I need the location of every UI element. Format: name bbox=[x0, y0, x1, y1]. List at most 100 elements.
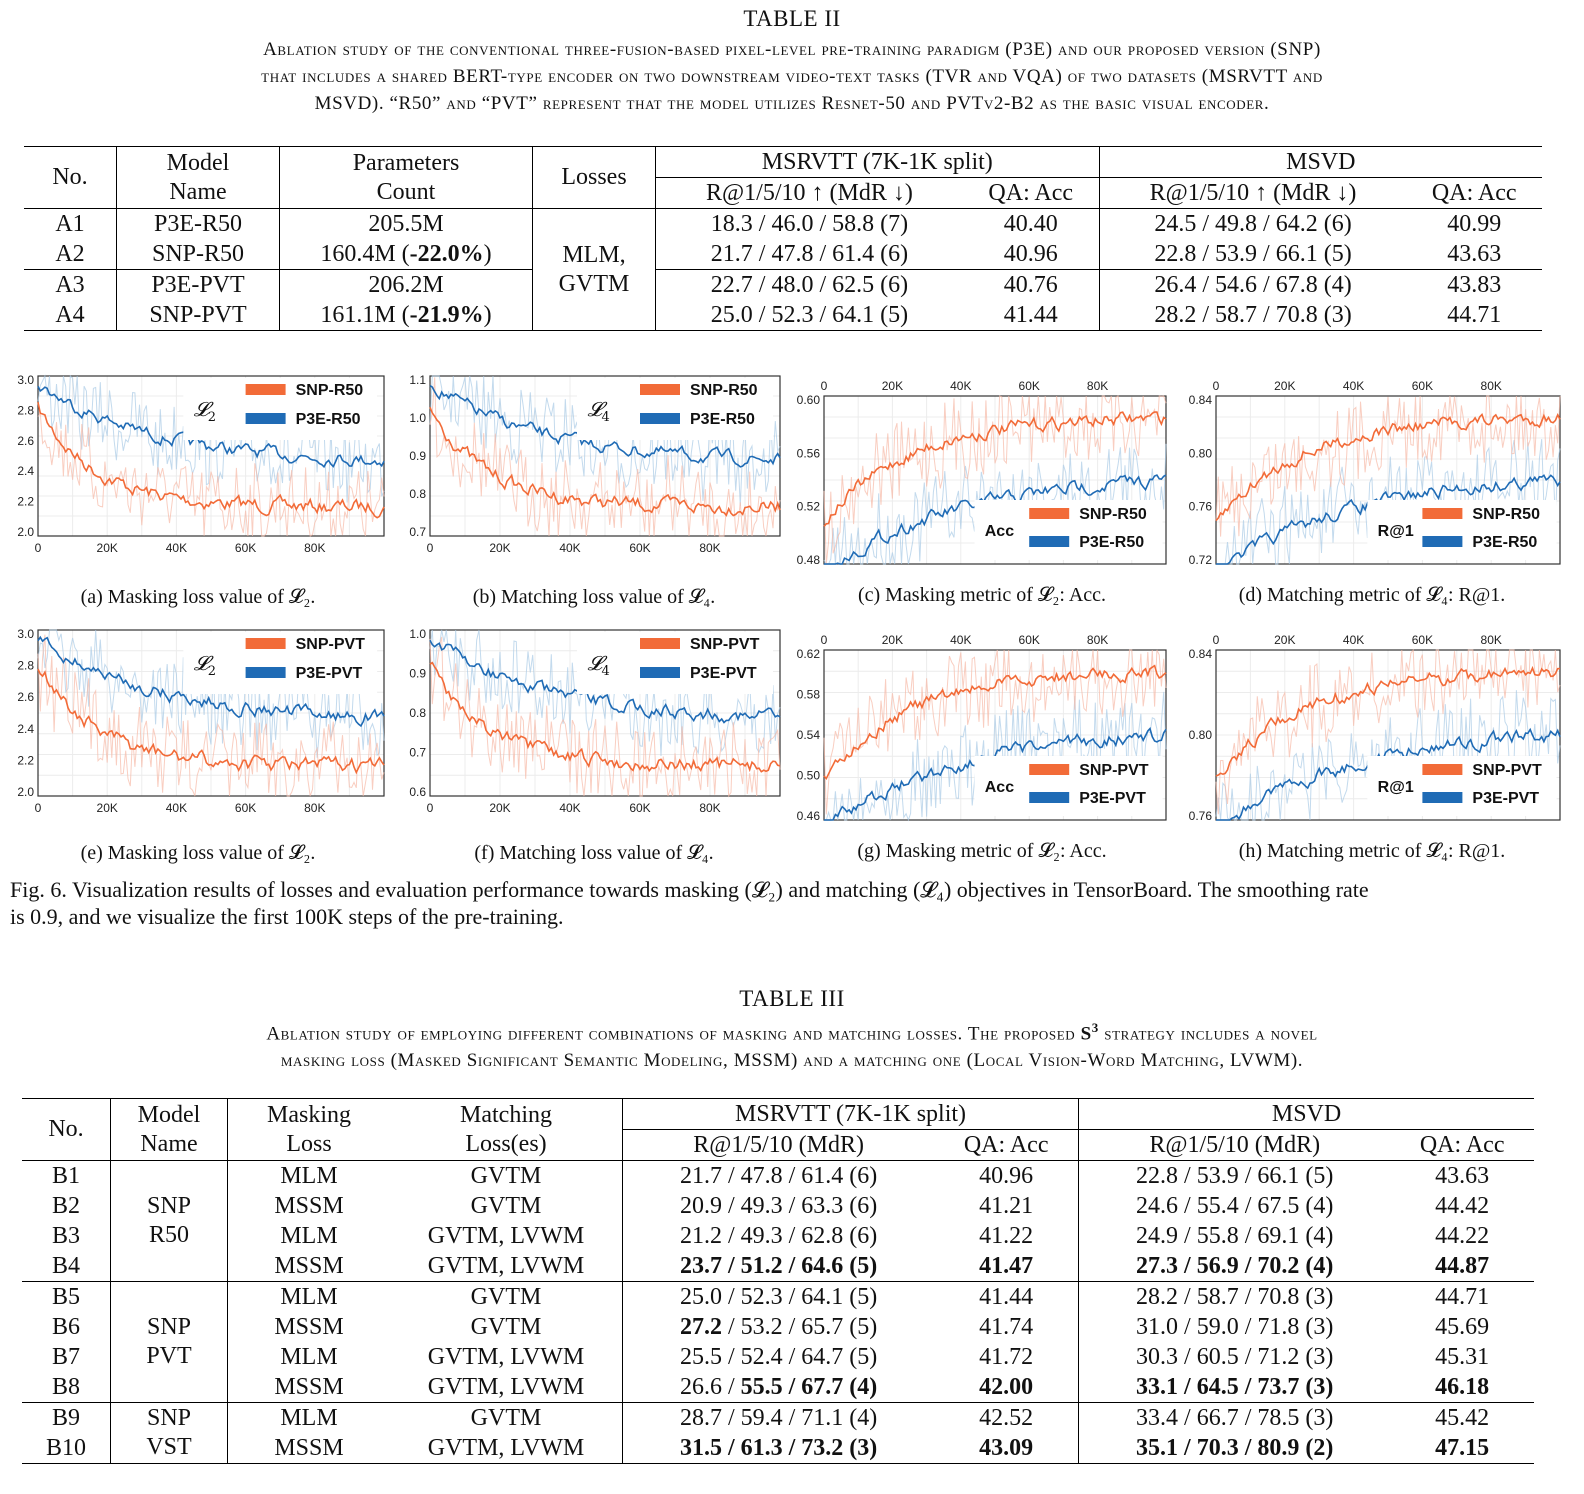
metric-label: R@1 bbox=[1378, 779, 1414, 796]
y-tick-label: 0.48 bbox=[797, 553, 821, 567]
legend-label: SNP-R50 bbox=[1472, 506, 1540, 523]
x-tick-label: 60K bbox=[629, 541, 650, 555]
snp-smoothed-series bbox=[823, 664, 1167, 781]
legend-label: P3E-R50 bbox=[296, 411, 361, 428]
header-msvd: MSVD bbox=[1078, 1098, 1534, 1130]
y-tick-label: 3.0 bbox=[17, 373, 34, 387]
snp-raw-series bbox=[1215, 395, 1561, 537]
p3e-smoothed-series bbox=[824, 474, 1167, 565]
x-tick-label: 40K bbox=[559, 801, 580, 815]
subcaption-f: (f) Matching loss value of 𝓛₄. bbox=[474, 842, 714, 864]
x-tick-label: 60K bbox=[629, 801, 650, 815]
metric-label: R@1 bbox=[1378, 523, 1414, 540]
snp-smoothed-series bbox=[1215, 412, 1561, 522]
x-tick-label: 20K bbox=[882, 633, 903, 647]
x-tick-label: 40K bbox=[950, 379, 971, 393]
y-tick-label: 0.7 bbox=[409, 746, 426, 760]
snp-legend-swatch bbox=[245, 384, 286, 395]
y-tick-label: 2.8 bbox=[17, 403, 34, 417]
p3e-smoothed-series bbox=[37, 635, 385, 728]
snp-smoothed-series bbox=[37, 402, 385, 519]
table-row: B1 SNP R50 MLM GVTM 21.7 / 47.8 / 61.4 (6)… bbox=[22, 1160, 1534, 1282]
snp-raw-series bbox=[37, 411, 385, 537]
x-tick-label: 80K bbox=[1481, 379, 1502, 393]
p3e-legend-swatch bbox=[640, 413, 680, 424]
header-no: No. bbox=[22, 1098, 111, 1161]
x-tick-label: 0 bbox=[1213, 633, 1220, 647]
subcaption-g: (g) Masking metric of 𝓛₂: Acc. bbox=[857, 840, 1107, 862]
table-row: A1 P3E-R50 205.5M MLM, GVTM 18.3 / 46.0 /… bbox=[24, 208, 1542, 331]
header-msrvtt: MSRVTT (7K-1K split) bbox=[622, 1098, 1080, 1130]
x-tick-label: 20K bbox=[882, 379, 903, 393]
snp-legend-swatch bbox=[640, 384, 680, 395]
header-masking: Masking Loss bbox=[227, 1098, 390, 1161]
x-tick-label: 60K bbox=[1019, 633, 1040, 647]
x-tick-label: 20K bbox=[97, 801, 118, 815]
p3e-legend-swatch bbox=[1029, 536, 1070, 547]
y-tick-label: 0.76 bbox=[1189, 809, 1213, 823]
p3e-smoothed-series bbox=[1216, 474, 1561, 565]
header-msvd: MSVD bbox=[1099, 146, 1542, 178]
legend-label: P3E-PVT bbox=[296, 665, 363, 682]
y-tick-label: 0.7 bbox=[409, 525, 426, 539]
plot-svg: 0.84 0.80 0.76 0.72 0 20K 40K 60K 80K R@1 SNP-R50 P… bbox=[1189, 379, 1561, 567]
p3e-legend-swatch bbox=[1422, 536, 1463, 547]
x-tick-label: 40K bbox=[1343, 633, 1364, 647]
figure-caption: Fig. 6. Visualization results of losses … bbox=[10, 877, 1369, 929]
y-tick-label: 2.6 bbox=[17, 690, 34, 704]
x-tick-label: 40K bbox=[166, 541, 187, 555]
table2-desc-line: that includes a shared BERT-type encoder… bbox=[261, 66, 1323, 87]
y-tick-label: 0.80 bbox=[1189, 446, 1213, 460]
p3e-smoothed-series bbox=[1216, 727, 1561, 821]
x-tick-label: 0 bbox=[427, 541, 434, 555]
y-tick-label: 0.72 bbox=[1189, 553, 1213, 567]
x-tick-label: 80K bbox=[304, 801, 325, 815]
table-row: B7 MLM GVTM, LVWM 25.5 / 52.4 / 64.7 (5) 4… bbox=[22, 1342, 1534, 1372]
plot-panel: 0.60 0.56 0.52 0.48 0 20K 40K 60K 80K Acc SNP-R50 P… bbox=[788, 376, 1170, 573]
table-row: A3 P3E-PVT 206.2M 22.7 / 48.0 / 62.5 (6)… bbox=[24, 269, 1542, 300]
y-tick-label: 0.8 bbox=[409, 706, 426, 720]
header-recall: R@1/5/10 ↑ (MdR ↓) bbox=[1149, 179, 1357, 206]
plot-legend: Acc SNP-PVT P3E-PVT bbox=[974, 756, 1163, 816]
legend-label: P3E-PVT bbox=[1079, 790, 1146, 807]
snp-legend-swatch bbox=[1422, 508, 1463, 519]
snp-legend-swatch bbox=[1029, 508, 1070, 519]
snp-smoothed-series bbox=[429, 661, 781, 773]
legend-label: SNP-PVT bbox=[690, 636, 760, 653]
x-tick-label: 20K bbox=[1274, 633, 1295, 647]
plot-legend: Acc SNP-R50 P3E-R50 bbox=[974, 500, 1163, 560]
snp-legend-swatch bbox=[245, 638, 286, 649]
y-tick-label: 0.58 bbox=[797, 688, 821, 702]
plot-svg: 0.60 0.56 0.52 0.48 0 20K 40K 60K 80K Acc SNP-R50 P… bbox=[797, 379, 1167, 567]
header-recall: R@1/5/10 ↑ (MdR ↓) bbox=[706, 179, 913, 206]
y-tick-label: 2.6 bbox=[17, 434, 34, 448]
y-tick-label: 0.84 bbox=[1189, 647, 1213, 661]
y-tick-label: 0.84 bbox=[1189, 393, 1213, 407]
table-row: B10 MSSM GVTM, LVWM 31.5 / 61.3 / 73.2 (3… bbox=[22, 1433, 1534, 1464]
loss-subscript: 4 bbox=[602, 664, 610, 679]
x-tick-label: 0 bbox=[35, 541, 42, 555]
header-params: Parameters Count bbox=[279, 146, 533, 209]
y-tick-label: 0.52 bbox=[797, 500, 821, 514]
header-msrvtt: MSRVTT (7K-1K split) bbox=[655, 146, 1100, 178]
legend-label: SNP-PVT bbox=[1079, 762, 1149, 779]
loss-subscript: 2 bbox=[208, 664, 216, 679]
plot-panel: 3.0 2.8 2.6 2.4 2.2 2.0 0 20K 40K 60K 80K 𝓛 2 SNP-PVT… bbox=[8, 624, 388, 825]
table2-desc-line: MSVD). “R50” and “PVT” represent that th… bbox=[314, 93, 1270, 114]
y-tick-label: 0.8 bbox=[409, 487, 426, 501]
header-model: Model Name bbox=[110, 1098, 228, 1161]
p3e-legend-swatch bbox=[245, 667, 286, 678]
table-row: B5 SNP PVT MLM GVTM 25.0 / 52.3 / 64.1 (5)… bbox=[22, 1281, 1534, 1403]
x-tick-label: 80K bbox=[1481, 633, 1502, 647]
table2-description: Ablation study of the conventional three… bbox=[0, 36, 1584, 117]
table-row: A2 SNP-R50 160.4M (-22.0%) 21.7 / 47.8 /… bbox=[24, 239, 1542, 270]
table-row: B2 MSSM GVTM 20.9 / 49.3 / 63.3 (6) 41.21 … bbox=[22, 1191, 1534, 1221]
p3e-legend-swatch bbox=[1029, 792, 1070, 803]
x-tick-label: 0 bbox=[1213, 379, 1220, 393]
p3e-raw-series bbox=[429, 629, 781, 757]
plot-panel: 0.62 0.58 0.54 0.50 0.46 0 20K 40K 60K 80K Acc SNP-… bbox=[788, 632, 1170, 829]
y-tick-label: 2.0 bbox=[17, 525, 34, 539]
subcaption-a: (a) Masking loss value of 𝓛₂. bbox=[80, 586, 316, 608]
